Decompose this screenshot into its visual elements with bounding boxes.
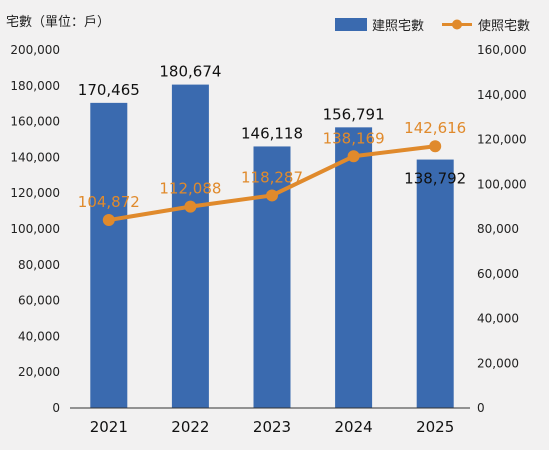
right-tick-label: 40,000: [477, 312, 519, 326]
right-tick-label: 100,000: [477, 177, 527, 191]
left-tick-label: 120,000: [10, 186, 60, 200]
bar-value-label: 180,674: [159, 63, 221, 81]
left-tick-label: 200,000: [10, 43, 60, 57]
legend-line-label: 使照宅數: [478, 18, 530, 34]
left-tick-label: 20,000: [18, 365, 60, 379]
bar-value-label: 138,792: [404, 170, 466, 188]
line-point: [184, 200, 197, 213]
line-value-label: 138,169: [323, 129, 385, 147]
line-value-label: 112,088: [159, 180, 221, 198]
bar-series: [90, 84, 454, 409]
x-tick-label: 2023: [253, 418, 291, 436]
left-tick-label: 180,000: [10, 79, 60, 93]
bar: [171, 84, 209, 408]
bar: [416, 159, 454, 408]
left-tick-label: 80,000: [18, 258, 60, 272]
bar-value-label: 156,791: [323, 105, 385, 123]
legend: 建照宅數 使照宅數: [335, 18, 530, 34]
x-tick-label: 2024: [335, 418, 373, 436]
right-tick-label: 80,000: [477, 222, 519, 236]
legend-bar-label: 建照宅數: [372, 19, 424, 34]
right-tick-label: 60,000: [477, 267, 519, 281]
line-value-label: 118,287: [241, 168, 303, 186]
left-tick-label: 160,000: [10, 115, 60, 129]
bar-value-label: 146,118: [241, 124, 303, 142]
left-axis-ticks: 0 20,000 40,000 60,000 80,000 100,000 120,000 1…: [10, 43, 60, 415]
bar-value-label: 170,465: [78, 81, 140, 99]
left-tick-label: 0: [52, 401, 60, 415]
line-value-label: 142,616: [404, 119, 466, 137]
legend-bar-swatch: [335, 18, 367, 31]
left-tick-label: 100,000: [10, 222, 60, 236]
right-tick-label: 20,000: [477, 356, 519, 370]
line-point: [102, 214, 115, 227]
right-tick-label: 160,000: [477, 43, 527, 57]
x-tick-label: 2021: [90, 418, 128, 436]
left-tick-label: 40,000: [18, 329, 60, 343]
line-point: [266, 189, 278, 202]
legend-line-marker: [452, 19, 462, 30]
right-tick-label: 140,000: [477, 88, 527, 102]
left-tick-label: 140,000: [10, 150, 60, 164]
x-tick-label: 2025: [416, 418, 454, 436]
left-tick-label: 60,000: [18, 294, 60, 308]
right-tick-label: 120,000: [477, 133, 527, 147]
bar: [335, 127, 373, 408]
line-value-label: 104,872: [78, 193, 140, 211]
right-tick-label: 0: [477, 401, 485, 415]
right-axis-ticks: 0 20,000 40,000 60,000 80,000 100,000 120,000 1…: [477, 43, 527, 415]
line-series: [102, 140, 442, 227]
y-axis-unit-label: 宅數（單位：戶）: [6, 15, 110, 30]
data-labels: 170,465 180,674 146,118 156,791 138,792 104,8…: [78, 63, 466, 211]
bar: [90, 102, 128, 409]
line-point: [347, 150, 360, 163]
line-point: [429, 140, 442, 153]
x-tick-label: 2022: [171, 418, 209, 436]
x-axis-ticks: 2021 2022 2023 2024 2025: [90, 418, 455, 436]
